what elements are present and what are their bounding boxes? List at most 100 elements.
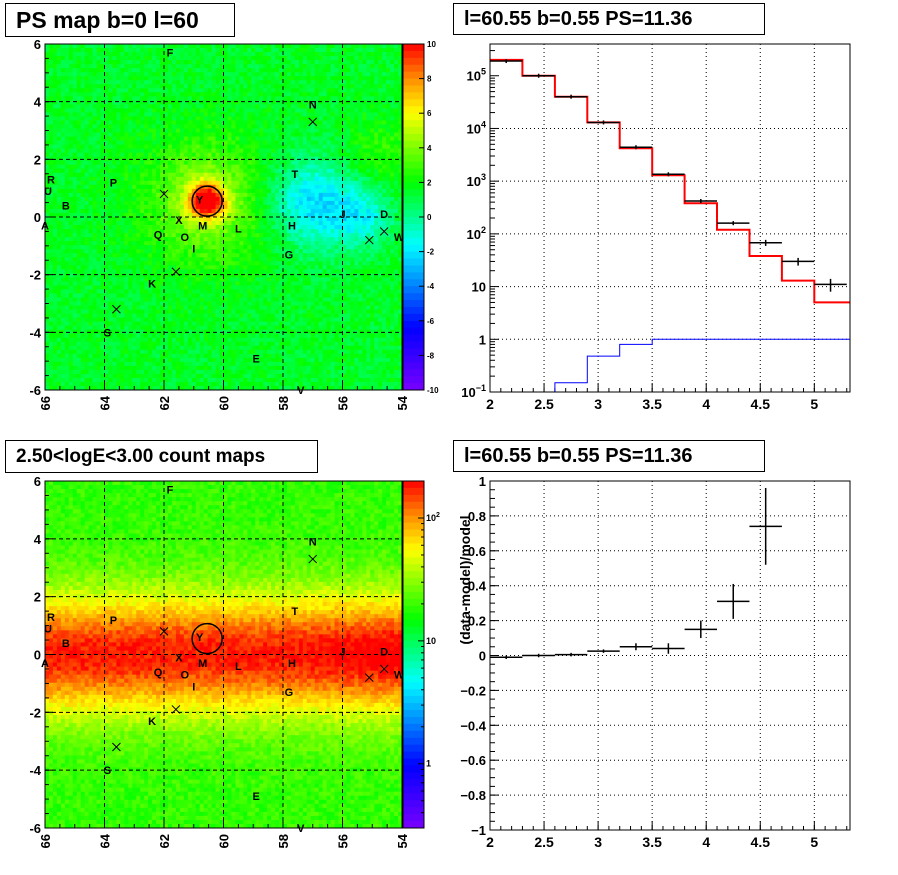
colorbar-segment [403,668,424,676]
source-label: S [104,327,111,339]
y-tick-label: 104 [467,119,486,136]
y-tick-label: 1 [479,474,486,489]
colorbar-segment [403,515,424,524]
source-cross [112,742,121,752]
colorbar-segment [403,376,424,384]
source-label: H [288,658,296,670]
x-tick-label: 62 [157,396,172,410]
source-label: L [235,661,242,673]
colorbar-segment [403,765,424,773]
x-tick-label: 3 [594,834,602,850]
colorbar-segment [403,182,424,190]
x-tick-label: 66 [38,396,53,410]
colorbar-segment [403,793,424,801]
source-label: E [253,791,260,803]
source-label: P [110,177,117,189]
y-tick-label: 102 [467,225,486,242]
colorbar-segment [403,348,424,356]
x-tick-label: 66 [38,834,53,848]
colorbar-segment [403,383,424,391]
colorbar-segment [403,807,424,815]
colorbar-segment [403,598,424,607]
y-tick-label: -6 [29,383,41,398]
source-label: M [198,221,207,233]
x-tick-label: 60 [217,396,232,410]
x-tick-label: 58 [276,396,291,410]
colorbar-segment [403,487,424,496]
colorbar-segment [403,710,424,718]
y-tick-label: -2 [29,705,41,720]
colorbar-tick-label: 6 [427,109,432,118]
source-label: W [394,670,405,682]
y-tick-label: 10 [472,280,486,295]
y-tick-label: −0.8 [460,788,486,803]
source-cross [159,189,169,199]
colorbar-segment [403,327,424,336]
colorbar-segment [403,293,424,301]
colorbar-segment [403,578,424,586]
source-label: R [47,612,55,624]
source-label: K [148,278,156,290]
colorbar-segment [403,306,424,315]
y-tick-label: -4 [29,763,41,778]
source-label: P [110,615,117,627]
target-circle [191,185,223,217]
x-tick-label: 54 [395,395,410,410]
colorbar-segment [403,619,424,628]
source-label: D [380,209,388,221]
colorbar-tick-label: -8 [427,351,435,360]
colorbar-segment [403,64,424,73]
y-tick-label: 4 [34,95,42,110]
colorbar-segment [403,626,424,635]
y-axis-label: (data-model)/model [457,515,473,644]
colorbar-segment [403,605,424,614]
colorbar-segment [403,800,424,808]
colorbar-segment [403,362,424,370]
colorbar-segment [403,258,424,266]
y-tick-label: 0.6 [468,544,486,559]
source-label: I [192,681,195,693]
x-tick-label: 5 [810,834,818,850]
colorbar-segment [403,237,424,246]
y-tick-label: 105 [467,67,486,84]
source-cross [171,267,181,277]
x-tick-label: 62 [157,834,172,848]
source-cross [379,227,389,236]
colorbar-segment [403,210,424,218]
colorbar-segment [403,682,424,690]
source-label: O [181,670,190,682]
x-tick-label: 2 [486,396,494,412]
source-label: Q [154,667,163,679]
target-circle [191,622,223,655]
colorbar-tick-label: -4 [427,282,435,291]
y-tick-label: 2 [34,152,41,167]
colorbar-segment [403,113,424,121]
colorbar-segment [403,696,424,704]
colorbar-segment [403,772,424,780]
y-tick-label: −0.4 [460,718,486,733]
x-tick-label: 3.5 [642,396,662,412]
x-tick-label: 54 [395,833,410,848]
colorbar-segment [403,50,424,59]
colorbar-segment [403,716,424,725]
colorbar-segment [403,286,424,294]
colorbar-segment [403,217,424,225]
colorbar-segment [403,522,424,531]
colorbar-segment [403,85,424,93]
colorbar-tick-label: 0 [427,213,432,222]
y-tick-label: 6 [34,474,41,489]
colorbar-segment [403,279,424,287]
source-label: N [309,537,317,549]
x-tick-label: 3 [594,396,602,412]
colorbar-segment [403,313,424,322]
source-label: X [175,652,183,664]
y-tick-label: 0 [34,648,41,663]
colorbar-segment [403,230,424,239]
colorbar-segment [403,508,424,517]
colorbar-segment [403,654,424,662]
y-tick-label: −0.2 [460,683,486,698]
colorbar-segment [403,501,424,510]
source-label: Y [196,195,204,207]
source-cross [171,705,181,714]
